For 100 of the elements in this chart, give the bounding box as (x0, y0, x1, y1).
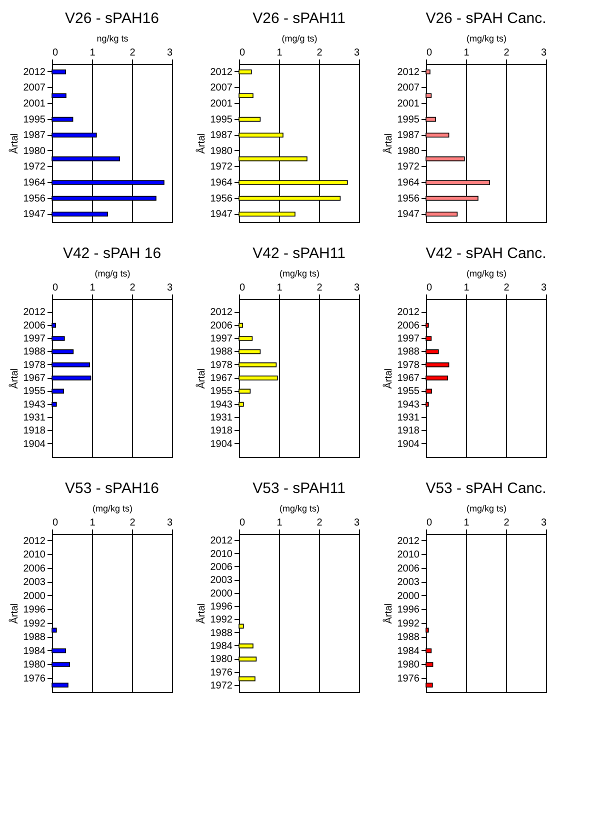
x-axis-title: (mg/kg ts) (466, 268, 507, 278)
x-tick-label: 3 (354, 48, 360, 58)
y-tick-label: 2001 (23, 98, 46, 110)
x-tick-label: 0 (52, 518, 58, 528)
chart-title: V53 - sPAH11 (252, 480, 346, 497)
y-tick-label: 2012 (397, 66, 420, 78)
y-tick-label: 1904 (23, 438, 46, 450)
x-tick-label: 3 (354, 518, 360, 528)
y-tick-label: 1980 (210, 146, 233, 157)
y-tick-label: 1987 (210, 130, 233, 142)
bar (52, 362, 90, 368)
bar (238, 624, 244, 629)
y-tick-label: 1931 (23, 412, 46, 424)
y-axis-title: Årtal (8, 368, 20, 389)
y-tick-label: 2003 (210, 575, 233, 586)
chart-title: V53 - sPAH Canc. (426, 480, 546, 497)
y-tick-label: 1997 (23, 334, 46, 344)
x-tick-label: 1 (276, 48, 283, 58)
y-tick-label: 1956 (210, 193, 233, 204)
y-tick-label: 1947 (210, 209, 233, 220)
y-tick-label: 1980 (23, 146, 46, 157)
x-tick-label: 3 (540, 48, 547, 58)
y-tick-label: 2006 (397, 563, 420, 574)
chart-title: V53 - sPAH16 (65, 480, 159, 497)
y-tick-label: 1988 (397, 346, 420, 358)
y-tick-label: 1955 (210, 386, 233, 398)
bar (52, 349, 74, 354)
y-tick-label: 1955 (23, 386, 46, 398)
y-tick-label: 1955 (397, 386, 420, 398)
y-tick-label: 1943 (397, 399, 420, 410)
y-tick-label: 2010 (23, 550, 46, 561)
y-tick-label: 2000 (23, 590, 46, 602)
y-tick-label: 1992 (397, 618, 420, 630)
y-tick-label: 2000 (397, 590, 420, 602)
bar (426, 402, 429, 407)
y-tick-label: 1972 (210, 680, 233, 692)
x-tick-label: 0 (426, 518, 432, 528)
bar (238, 70, 252, 74)
y-tick-label: 1978 (23, 360, 46, 371)
y-tick-label: 2007 (397, 82, 420, 94)
bar (238, 349, 261, 354)
y-tick-label: 1988 (23, 632, 46, 644)
chart-title: V26 - sPAH11 (252, 10, 346, 27)
x-tick-label: 1 (90, 48, 96, 58)
y-tick-label: 2003 (23, 577, 46, 588)
y-tick-label: 2012 (210, 307, 233, 318)
bar (426, 116, 436, 122)
bar (238, 402, 244, 407)
bar (52, 93, 66, 98)
bar (52, 402, 57, 407)
y-tick-label: 1996 (23, 604, 46, 616)
y-tick-label: 1988 (23, 346, 46, 358)
bar (426, 362, 450, 368)
y-tick-label: 1964 (210, 178, 233, 188)
y-tick-label: 1980 (397, 660, 420, 671)
bar (238, 388, 251, 394)
y-tick-label: 2006 (23, 320, 46, 332)
bar (52, 682, 68, 688)
y-tick-label: 2012 (23, 536, 46, 547)
y-tick-label: 2010 (210, 548, 233, 560)
bar (52, 648, 66, 654)
bar (238, 93, 254, 98)
y-tick-label: 1995 (397, 114, 420, 126)
y-tick-label: 1978 (210, 360, 233, 371)
y-tick-label: 2003 (397, 577, 420, 588)
y-tick-label: 1984 (23, 646, 46, 657)
x-tick-label: 2 (316, 282, 323, 294)
chart-title: V42 - sPAH Canc. (426, 245, 546, 262)
y-axis-title: Årtal (195, 133, 208, 154)
y-tick-label: 1988 (210, 628, 233, 639)
x-tick-label: 0 (52, 48, 58, 58)
y-tick-label: 1972 (23, 162, 46, 173)
y-tick-label: 1996 (397, 604, 420, 616)
y-tick-label: 1947 (23, 209, 46, 220)
x-tick-label: 1 (90, 282, 96, 294)
y-tick-label: 1996 (210, 601, 233, 612)
y-tick-label: 1964 (23, 178, 46, 188)
x-tick-label: 3 (166, 282, 173, 294)
x-tick-label: 0 (426, 48, 432, 58)
y-tick-label: 1988 (397, 632, 420, 644)
x-tick-label: 2 (130, 282, 136, 294)
y-tick-label: 1967 (397, 373, 420, 384)
x-axis-title: (mg/g ts) (94, 268, 130, 278)
bar (426, 376, 448, 380)
y-tick-label: 1976 (23, 673, 46, 684)
bar (426, 388, 432, 394)
bar (238, 116, 261, 122)
bar (52, 116, 74, 122)
bar (426, 70, 430, 74)
y-tick-label: 2012 (210, 536, 233, 547)
y-tick-label: 2012 (23, 66, 46, 78)
chart-title: V26 - sPAH Canc. (426, 10, 546, 27)
y-tick-label: 1964 (397, 178, 420, 188)
x-tick-label: 2 (504, 282, 510, 294)
y-axis-title: Årtal (8, 133, 20, 154)
y-tick-label: 1997 (210, 334, 233, 344)
bar (426, 322, 429, 328)
bar (52, 336, 65, 341)
y-axis-title: Årtal (382, 603, 394, 624)
x-axis-title: (mg/kg ts) (279, 268, 320, 278)
